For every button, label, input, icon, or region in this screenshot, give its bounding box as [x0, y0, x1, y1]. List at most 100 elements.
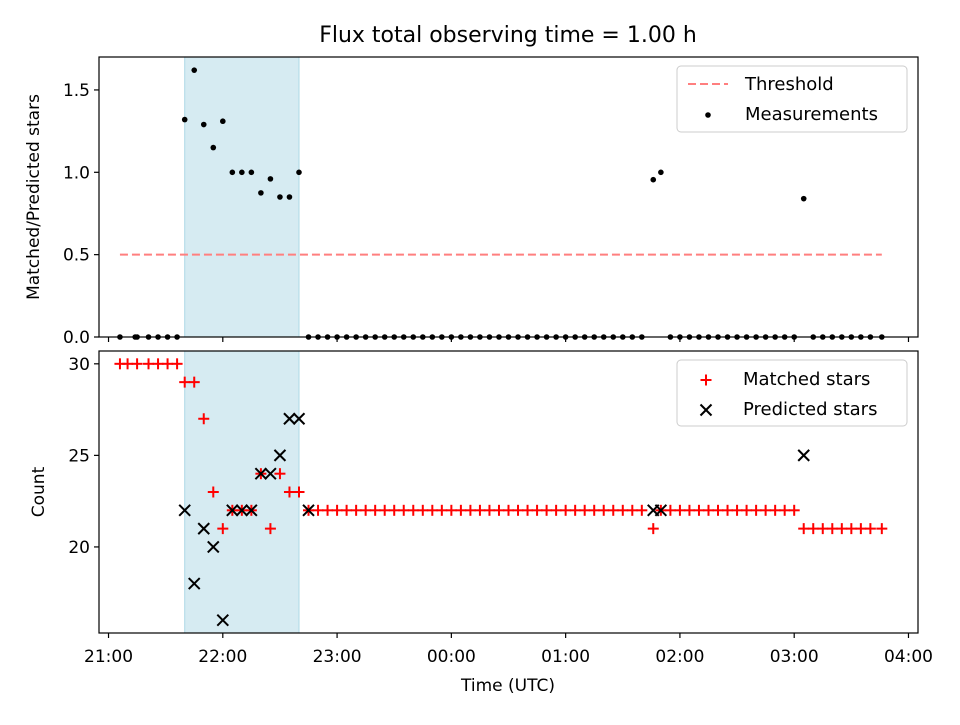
cross-b — [188, 577, 201, 590]
x-tick-label: 22:00 — [198, 647, 247, 667]
predicted-star-point — [283, 412, 296, 425]
matched-star-point — [636, 504, 648, 516]
matched-star-point — [455, 504, 467, 516]
matched-star-point — [274, 468, 286, 480]
cross-b — [654, 504, 668, 517]
bottom-y-tick-label: 30 — [68, 355, 90, 375]
matched-star-point — [731, 504, 743, 516]
matched-star-point — [464, 504, 476, 516]
legend-threshold-label: Threshold — [744, 74, 834, 95]
matched-star-point — [122, 358, 134, 370]
cross-b — [797, 449, 810, 462]
matched-star-point — [626, 504, 638, 516]
matched-star-point — [647, 523, 659, 535]
predicted-star-point — [188, 577, 201, 590]
cross-b — [235, 504, 249, 517]
matched-star-point — [826, 523, 838, 535]
measurement-point — [248, 169, 255, 176]
matched-star-point — [712, 504, 724, 516]
bottom-legend: Matched stars Predicted stars — [676, 359, 908, 427]
top-legend: Threshold Measurements — [676, 65, 908, 133]
matched-star-point — [445, 504, 457, 516]
matched-star-point — [798, 523, 810, 535]
matched-star-point — [845, 523, 857, 535]
matched-star-point — [131, 358, 143, 370]
x-tick-label: 01:00 — [541, 647, 590, 667]
matched-star-point — [779, 504, 791, 516]
matched-star-point — [607, 504, 619, 516]
cross-b — [292, 412, 306, 425]
predicted-star-point — [292, 412, 306, 425]
cross-b — [226, 504, 239, 517]
matched-star-point — [560, 504, 572, 516]
matched-star-point — [350, 504, 362, 516]
matched-star-point — [531, 504, 543, 516]
bottom-y-tick-label: 20 — [68, 538, 90, 558]
predicted-star-point — [302, 504, 315, 517]
matched-star-point — [522, 504, 534, 516]
predicted-star-point — [216, 613, 230, 627]
top-y-tick-label: 0.5 — [63, 246, 90, 266]
matched-star-point — [664, 504, 676, 516]
x-tick-label: 21:00 — [84, 647, 133, 667]
matched-star-point — [750, 504, 762, 516]
measurement-point — [258, 190, 264, 196]
measurement-point — [239, 169, 245, 176]
top-legend-frame — [676, 65, 908, 133]
measurement-point — [277, 194, 283, 200]
measurement-point — [800, 195, 807, 202]
bottom-predicted-layer — [178, 412, 810, 627]
top-panel: 0.0 0.5 1.0 1.5 Flux total observing time =… — [24, 23, 919, 348]
predicted-star-point — [226, 504, 239, 517]
bottom-shaded-span — [184, 350, 300, 634]
matched-star-point — [217, 523, 229, 535]
matched-star-point — [369, 504, 381, 516]
legend-matched-swatch — [700, 374, 712, 386]
matched-star-point — [331, 504, 343, 516]
cross-b — [207, 540, 220, 554]
bottom-x-ticks: 21:00 22:00 23:00 00:00 01:00 02:00 03:00 04:00 — [84, 633, 933, 667]
matched-star-point — [398, 504, 410, 516]
cross-b — [302, 504, 315, 517]
matched-star-point — [836, 523, 848, 535]
bottom-axes-frame — [98, 350, 919, 634]
chart-title: Flux total observing time = 1.00 h — [319, 23, 697, 48]
top-y-axis-label: Matched/Predicted stars — [24, 94, 44, 300]
top-y-tick-label: 0.0 — [63, 328, 90, 348]
top-y-tick-label: 1.5 — [63, 81, 90, 101]
matched-star-point — [341, 504, 353, 516]
predicted-star-point — [654, 504, 668, 517]
matched-star-point — [693, 504, 705, 516]
matched-star-point — [283, 486, 295, 498]
top-y-ticks: 0.0 0.5 1.0 1.5 — [63, 81, 99, 348]
legend-predicted-label: Predicted stars — [743, 399, 877, 420]
predicted-star-point — [207, 540, 220, 554]
predicted-star-point — [254, 467, 268, 480]
matched-star-point — [474, 504, 486, 516]
measurement-point — [286, 194, 293, 200]
bottom-matched-layer — [114, 358, 888, 535]
predicted-star-point — [197, 522, 210, 535]
measurement-point — [267, 176, 274, 182]
matched-star-point — [579, 504, 591, 516]
legend-measurements-swatch — [705, 112, 711, 118]
top-y-tick-label: 1.0 — [63, 163, 90, 183]
matched-star-point — [493, 504, 505, 516]
matched-star-point — [598, 504, 610, 516]
x-tick-label: 04:00 — [884, 647, 933, 667]
matched-star-point — [807, 523, 819, 535]
bottom-y-axis-label: Count — [29, 466, 49, 517]
matched-star-point — [550, 504, 562, 516]
matched-star-point — [388, 504, 400, 516]
legend-predicted-swatch — [699, 403, 713, 417]
matched-star-point — [207, 486, 219, 498]
cross-b — [178, 504, 191, 517]
matched-star-point — [503, 504, 514, 516]
matched-star-point — [264, 523, 276, 535]
cross-b — [273, 449, 287, 462]
matched-star-point — [855, 523, 867, 535]
predicted-star-point — [273, 449, 287, 462]
matched-star-point — [152, 358, 164, 370]
matched-star-point — [674, 504, 686, 516]
